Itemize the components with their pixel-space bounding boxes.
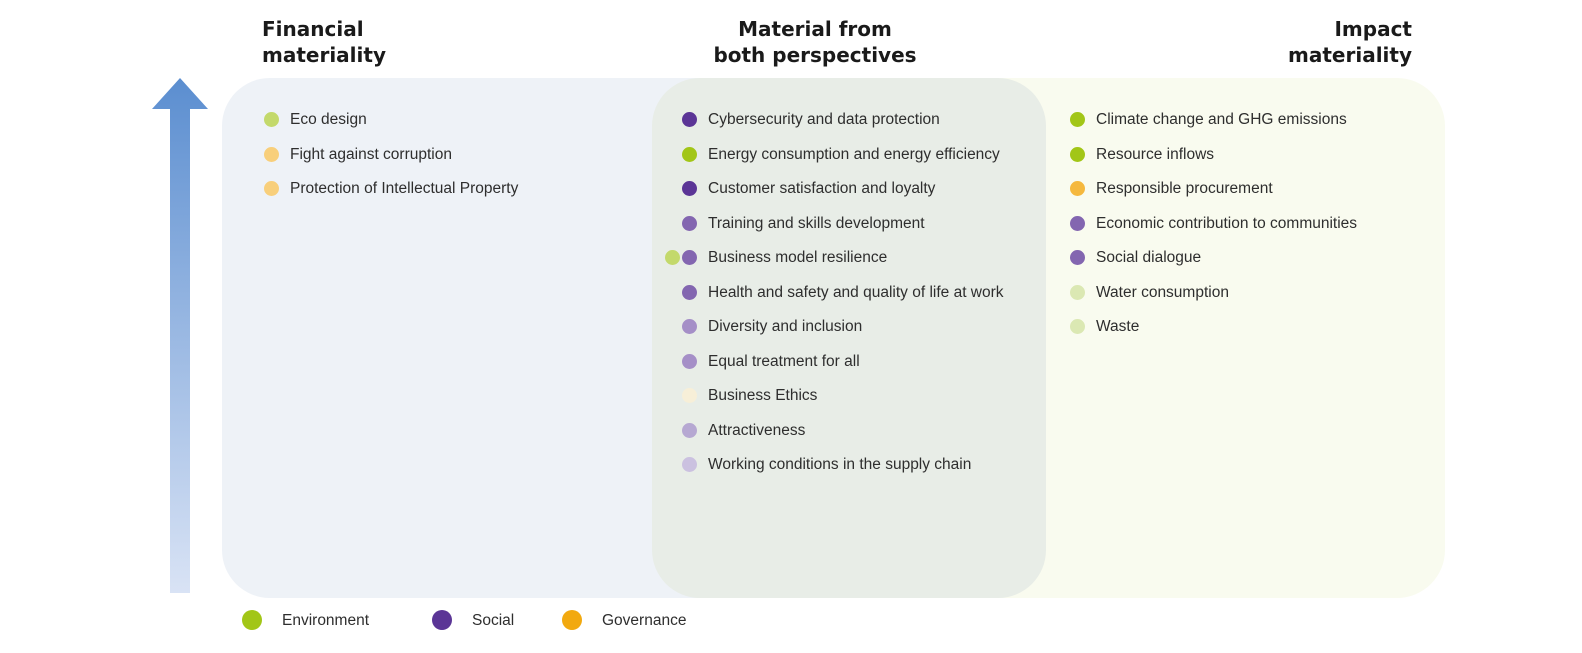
topic-label: Working conditions in the supply chain bbox=[708, 456, 972, 473]
legend-dot bbox=[562, 610, 582, 630]
topic-item: Working conditions in the supply chain bbox=[680, 455, 1030, 475]
topic-item: Water consumption bbox=[1068, 283, 1418, 303]
topic-item: Cybersecurity and data protection bbox=[680, 110, 1030, 130]
topic-label: Attractiveness bbox=[708, 421, 806, 439]
topic-item: Energy consumption and energy efficiency bbox=[680, 145, 1030, 165]
topic-dot bbox=[1070, 215, 1085, 231]
topic-dot bbox=[682, 215, 697, 231]
topic-dot bbox=[1070, 319, 1085, 334]
legend-dot bbox=[242, 610, 262, 630]
topic-item: Health and safety and quality of life at… bbox=[680, 283, 1030, 303]
topic-dot bbox=[682, 284, 697, 300]
topic-item: Training and skills development bbox=[680, 214, 1030, 234]
legend-label: Governance bbox=[602, 612, 687, 629]
topic-dot bbox=[682, 422, 697, 438]
topic-dot bbox=[682, 250, 697, 265]
heading-line: materiality bbox=[1288, 43, 1412, 67]
topic-dot bbox=[682, 181, 697, 196]
topic-item: Fight against corruption bbox=[262, 145, 622, 165]
topic-dot bbox=[682, 388, 697, 403]
topic-label: Fight against corruption bbox=[290, 145, 452, 163]
topic-label: Social dialogue bbox=[1096, 249, 1202, 266]
topic-label: Responsible procurement bbox=[1096, 180, 1273, 197]
both-perspectives-zone bbox=[652, 78, 1046, 598]
topic-item: Waste bbox=[1068, 317, 1418, 337]
topic-label: Protection of Intellectual Property bbox=[290, 180, 519, 197]
topic-dot bbox=[1070, 284, 1085, 300]
legend-label: Social bbox=[472, 612, 515, 629]
topic-dot bbox=[682, 112, 697, 127]
topic-item: Attractiveness bbox=[680, 421, 1030, 441]
topic-item: Social dialogue bbox=[1068, 248, 1418, 268]
topic-item: Resource inflows bbox=[1068, 145, 1418, 165]
topic-item: Diversity and inclusion bbox=[680, 317, 1030, 337]
topic-label: Waste bbox=[1096, 318, 1140, 335]
topic-item: Responsible procurement bbox=[1068, 179, 1418, 199]
topic-item: Eco design bbox=[262, 110, 622, 130]
topic-item: Economic contribution to communities bbox=[1068, 214, 1418, 234]
topic-item: Protection of Intellectual Property bbox=[262, 179, 622, 199]
topic-label: Diversity and inclusion bbox=[708, 318, 863, 335]
topic-dot bbox=[682, 353, 697, 369]
heading-line: both perspectives bbox=[713, 43, 917, 67]
topic-dot bbox=[1070, 181, 1085, 196]
topic-item: Customer satisfaction and loyalty bbox=[680, 179, 1030, 199]
both-perspectives-heading: Material from both perspectives bbox=[700, 16, 930, 68]
topic-label: Equal treatment for all bbox=[708, 352, 860, 370]
financial-materiality-heading: Financial materiality bbox=[262, 16, 386, 68]
topic-label: Business Ethics bbox=[708, 387, 818, 404]
topic-dot bbox=[682, 457, 697, 472]
topic-label: Cybersecurity and data protection bbox=[708, 111, 940, 128]
topic-item: Equal treatment for all bbox=[680, 352, 1030, 372]
financial-topics-list: Eco design Fight against corruption Protec… bbox=[262, 110, 622, 214]
topic-label: Eco design bbox=[290, 111, 367, 128]
topic-item: Business Ethics bbox=[680, 386, 1030, 406]
heading-line: Impact bbox=[1334, 17, 1412, 41]
topic-label: Customer satisfaction and loyalty bbox=[708, 180, 936, 197]
topic-dot bbox=[1070, 250, 1085, 265]
impact-materiality-heading: Impact materiality bbox=[1212, 16, 1412, 68]
topic-label: Energy consumption and energy efficiency bbox=[708, 145, 1000, 163]
legend-dot bbox=[432, 610, 452, 630]
legend-label: Environment bbox=[282, 612, 370, 629]
topic-dot bbox=[682, 146, 697, 162]
topic-item: Climate change and GHG emissions bbox=[1068, 110, 1418, 130]
impact-topics-list: Climate change and GHG emissions Resource… bbox=[1068, 110, 1418, 352]
heading-line: Financial bbox=[262, 17, 364, 41]
topic-label: Resource inflows bbox=[1096, 145, 1215, 163]
topic-label: Business model resilience bbox=[708, 249, 888, 266]
topic-dot bbox=[1070, 112, 1085, 127]
topic-label: Water consumption bbox=[1096, 283, 1229, 301]
topic-label: Economic contribution to communities bbox=[1096, 214, 1358, 232]
topic-dot bbox=[264, 112, 279, 127]
topic-secondary-dot bbox=[665, 250, 680, 265]
topic-dot bbox=[682, 319, 697, 334]
topic-label: Health and safety and quality of life at… bbox=[708, 283, 1004, 301]
topic-label: Climate change and GHG emissions bbox=[1096, 111, 1347, 128]
both-topics-list: Cybersecurity and data protection Energy … bbox=[665, 110, 1030, 490]
heading-line: Material from bbox=[738, 17, 892, 41]
topic-dot bbox=[264, 181, 279, 196]
topic-label: Training and skills development bbox=[708, 214, 925, 232]
topic-item: Business model resilience bbox=[665, 248, 1030, 268]
topic-dot bbox=[1070, 146, 1085, 162]
up-arrow-icon bbox=[152, 78, 208, 593]
heading-line: materiality bbox=[262, 43, 386, 67]
topic-dot bbox=[264, 146, 279, 162]
